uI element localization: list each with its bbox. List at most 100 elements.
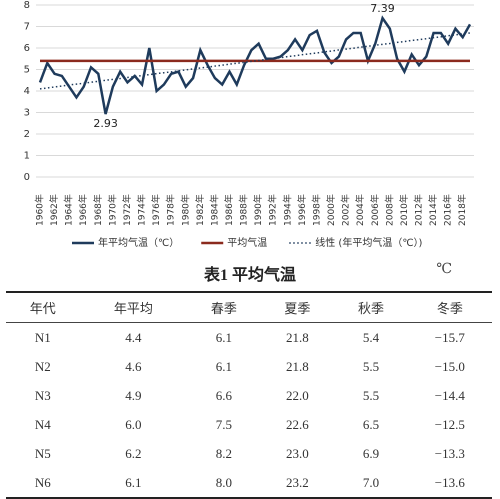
table-cell: −14.4 (434, 387, 465, 403)
table-cell: 6.6 (215, 387, 233, 403)
table-cell: 22.6 (286, 416, 309, 432)
table-cell: 6.2 (125, 445, 142, 461)
table-section: 表1 平均气温 ℃ 年代 年平均 春季 夏季 秋季 冬季 N1 4.4 6.1 21.8 5.4 −1… (0, 255, 500, 498)
header-cell: 冬季 (436, 301, 463, 316)
legend-label: 年平均气温（℃） (98, 236, 179, 249)
legend-label: 平均气温 (227, 236, 267, 249)
table-cell: −13.6 (434, 474, 465, 490)
x-tick-label: 2000年 (325, 194, 337, 226)
table: 年代 年平均 春季 夏季 秋季 冬季 N1 4.4 6.1 21.8 5.4 −15.7 N2 4.6 6.… (6, 291, 492, 499)
x-tick-label: 1966年 (77, 194, 89, 226)
x-tick-label: 1988年 (238, 194, 250, 226)
series-line (38, 15, 472, 115)
table-cell: 6.1 (125, 474, 142, 490)
y-tick-label: 6 (24, 43, 30, 54)
x-tick-label: 1980年 (179, 194, 191, 226)
x-tick-label: 1978年 (165, 194, 177, 226)
x-tick-label: 2018年 (456, 194, 468, 226)
x-tick-label: 1984年 (208, 194, 220, 226)
table-cell: −12.5 (434, 416, 465, 432)
data-label: 2.93 (93, 117, 118, 130)
table-cell: 7.5 (215, 416, 233, 432)
table-cell: 7.0 (362, 474, 380, 490)
table-cell: N4 (34, 416, 51, 432)
table-cell: −15.0 (434, 358, 465, 374)
x-tick-label: 1962年 (48, 194, 60, 226)
header-cell: 春季 (210, 301, 237, 316)
x-tick-label: 2012年 (412, 194, 424, 226)
table-cell: 22.0 (286, 387, 309, 403)
table-cell: N6 (34, 474, 51, 490)
x-tick-label: 2006年 (369, 194, 381, 226)
x-tick-label: 1970年 (106, 194, 118, 226)
y-tick-label: 5 (24, 65, 30, 76)
header-cell: 夏季 (284, 301, 311, 316)
table-unit: ℃ (436, 262, 452, 277)
table-cell: 4.4 (125, 329, 142, 345)
table-cell: 4.6 (125, 358, 142, 374)
y-tick-label: 8 (24, 0, 30, 11)
table-row: N6 6.1 8.0 23.2 7.0 −13.6 (6, 468, 492, 498)
x-tick-label: 1976年 (150, 194, 162, 226)
table-cell: 23.0 (286, 445, 309, 461)
y-tick-label: 1 (24, 151, 30, 162)
x-tick-label: 2008年 (383, 194, 395, 226)
table-cell: 21.8 (286, 329, 309, 345)
x-tick-label: 2014年 (427, 194, 439, 226)
x-tick-label: 2002年 (340, 194, 352, 226)
y-tick-label: 4 (24, 86, 30, 97)
table-cell: −13.3 (434, 445, 465, 461)
x-tick-label: 1960年 (34, 194, 46, 226)
x-tick-label: 1986年 (223, 194, 235, 226)
x-tick-label: 1990年 (252, 194, 264, 226)
table-cell: −15.7 (434, 329, 465, 345)
x-tick-label: 2010年 (398, 194, 410, 226)
table-title: 表1 平均气温 (203, 267, 296, 284)
header-cell: 年平均 (113, 301, 153, 316)
table-cell: N3 (34, 387, 51, 403)
x-tick-label: 1996年 (296, 194, 308, 226)
table-cell: 6.0 (125, 416, 142, 432)
x-tick-label: 2004年 (354, 194, 366, 226)
x-tick-label: 1968年 (92, 194, 104, 226)
table-cell: 6.1 (215, 358, 233, 374)
x-tick-label: 2016年 (442, 194, 454, 226)
data-label: 7.39 (370, 2, 395, 15)
table-row: N3 4.9 6.6 22.0 5.5 −14.4 (6, 381, 492, 410)
legend-label: 线性 (年平均气温（℃）) (315, 236, 422, 249)
header-cell: 年代 (29, 301, 56, 316)
y-tick-label: 0 (24, 172, 30, 183)
x-tick-label: 1964年 (63, 194, 75, 226)
table-cell: 6.9 (362, 445, 380, 461)
x-tick-label: 1982年 (194, 194, 206, 226)
y-tick-label: 2 (24, 129, 30, 140)
x-tick-label: 1994年 (281, 194, 293, 226)
table-row: N4 6.0 7.5 22.6 6.5 −12.5 (6, 410, 492, 439)
table-cell: 5.5 (362, 358, 380, 374)
x-tick-label: 1974年 (136, 194, 148, 226)
table-cell: 5.4 (362, 329, 380, 345)
table-cell: 8.0 (215, 474, 233, 490)
table-cell: 5.5 (362, 387, 380, 403)
series-line (39, 32, 471, 90)
header-cell: 秋季 (357, 301, 384, 316)
x-tick-label: 1998年 (310, 194, 322, 226)
table-cell: 4.9 (125, 387, 142, 403)
table-cell: N1 (34, 329, 51, 345)
header-row: 年代 年平均 春季 夏季 秋季 冬季 (6, 292, 492, 323)
y-tick-label: 7 (24, 22, 30, 33)
x-tick-label: 1972年 (121, 194, 133, 226)
table-cell: 23.2 (286, 474, 309, 490)
x-tick-label: 1992年 (267, 194, 279, 226)
table-cell: 6.5 (362, 416, 380, 432)
table-cell: N2 (34, 358, 51, 374)
y-tick-label: 3 (24, 108, 30, 119)
table-row: N2 4.6 6.1 21.8 5.5 −15.0 (6, 352, 492, 381)
table-cell: 6.1 (215, 329, 233, 345)
table-row: N1 4.4 6.1 21.8 5.4 −15.7 (6, 323, 492, 353)
table-cell: N5 (34, 445, 51, 461)
table-cell: 8.2 (215, 445, 233, 461)
table-cell: 21.8 (286, 358, 309, 374)
